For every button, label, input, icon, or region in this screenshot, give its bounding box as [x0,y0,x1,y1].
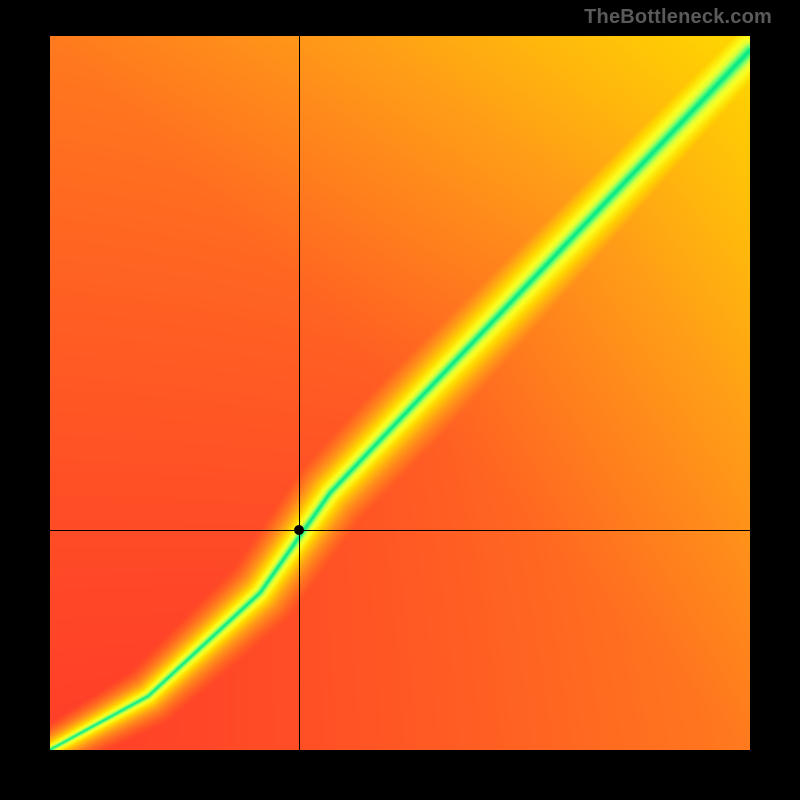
watermark-text: TheBottleneck.com [584,6,772,29]
heatmap-plot [50,36,750,750]
heatmap-canvas [50,36,750,750]
chart-container: TheBottleneck.com [0,0,800,800]
